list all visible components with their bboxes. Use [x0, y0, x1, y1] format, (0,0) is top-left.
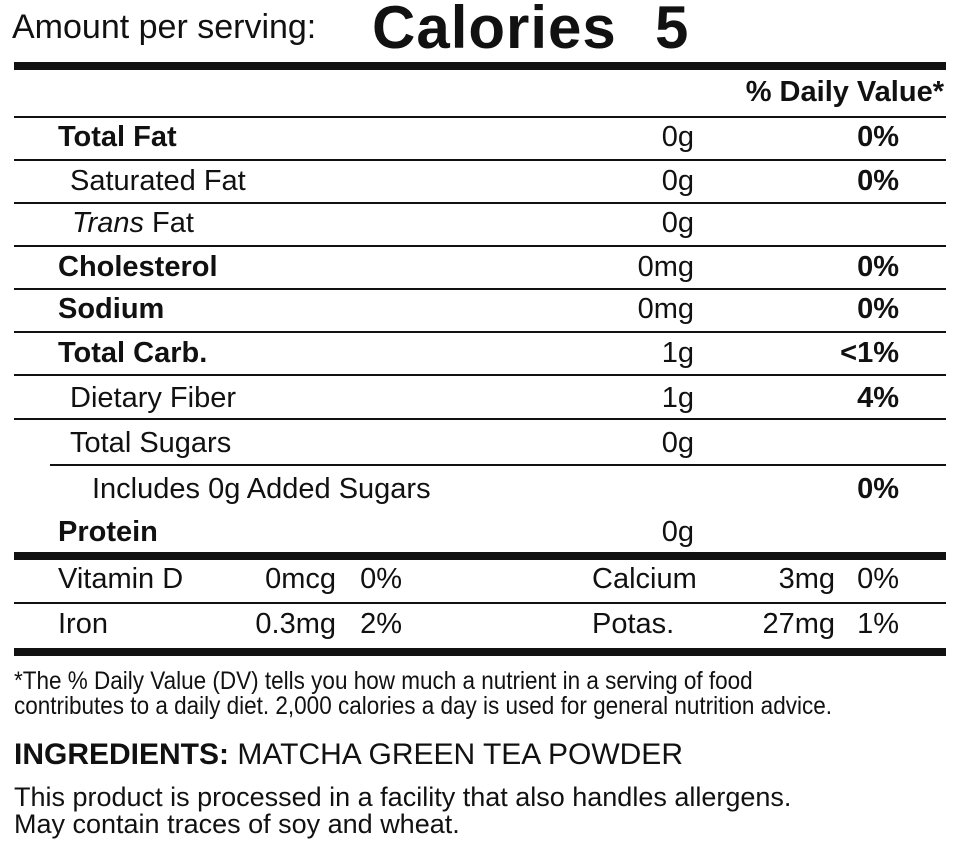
ingredients: INGREDIENTS: MATCHA GREEN TEA POWDER	[14, 740, 683, 770]
nutrient-amount: 0g	[661, 165, 694, 197]
nutrient-dv: 0%	[857, 293, 899, 325]
calories-value: 5	[655, 0, 689, 61]
nutrient-dv: 0%	[857, 165, 899, 197]
thick-rule	[14, 552, 946, 560]
nutrient-name: Total Fat	[58, 121, 177, 153]
mineral-dv: 0%	[857, 563, 899, 595]
footnote: contributes to a daily diet. 2,000 calor…	[14, 692, 832, 720]
nutrient-name: Trans Fat	[72, 209, 194, 238]
footnote: *The % Daily Value (DV) tells you how mu…	[14, 667, 753, 695]
nutrient-amount: 0g	[661, 427, 694, 459]
nutrient-dv: 0%	[857, 251, 899, 283]
nutrient-name: Total Carb.	[58, 337, 208, 369]
nutrient-amount: 0g	[661, 207, 694, 239]
rule	[14, 116, 946, 118]
nutrient-amount: 0g	[661, 516, 694, 548]
ingredients-text: MATCHA GREEN TEA POWDER	[237, 738, 683, 771]
thick-rule	[14, 62, 946, 70]
nutrient-name: Saturated Fat	[70, 165, 246, 197]
nutrient-name: Includes 0g Added Sugars	[92, 473, 431, 505]
ingredients-label: INGREDIENTS:	[14, 738, 230, 771]
rule	[14, 288, 946, 290]
calories-label: Calories	[372, 0, 617, 61]
nutrient-amount: 0g	[661, 121, 694, 153]
nutrient-amount: 0mg	[637, 293, 694, 325]
rule	[14, 245, 946, 247]
nutrient-name: Protein	[58, 516, 158, 548]
nutrient-name-rest: Fat	[152, 207, 194, 239]
nutrient-name: Dietary Fiber	[70, 382, 236, 414]
nutrient-dv: 4%	[857, 382, 899, 414]
mineral-amount: 0mcg	[265, 563, 336, 595]
amount-label: Amount per serving:	[12, 8, 317, 46]
rule	[50, 464, 946, 466]
allergen-note: May contain traces of soy and wheat.	[14, 809, 460, 839]
rule	[14, 418, 946, 420]
mineral-amount: 27mg	[762, 608, 835, 640]
mineral-name: Potas.	[592, 608, 675, 640]
nutrient-name-italic: Trans	[72, 207, 144, 239]
nutrient-dv: <1%	[840, 337, 899, 369]
nutrient-amount: 1g	[661, 382, 694, 414]
mineral-amount: 3mg	[778, 563, 835, 595]
mineral-dv: 2%	[360, 608, 402, 640]
nutrient-amount: 0mg	[637, 251, 694, 283]
nutrient-name: Sodium	[58, 293, 165, 325]
nutrient-amount: 1g	[661, 337, 694, 369]
mineral-dv: 1%	[857, 608, 899, 640]
rule	[14, 374, 946, 376]
nutrient-dv: 0%	[857, 473, 899, 505]
allergen-note: This product is processed in a facility …	[14, 782, 792, 812]
rule	[14, 602, 946, 604]
mineral-dv: 0%	[360, 563, 402, 595]
dv-header: % Daily Value*	[745, 76, 944, 108]
rule	[14, 202, 946, 204]
mineral-name: Iron	[58, 608, 108, 640]
nutrient-dv: 0%	[857, 121, 899, 153]
rule	[14, 331, 946, 333]
thick-rule	[14, 648, 946, 656]
rule	[14, 159, 946, 161]
nutrient-name: Cholesterol	[58, 251, 218, 283]
mineral-name: Vitamin D	[58, 563, 184, 595]
mineral-name: Calcium	[592, 563, 697, 595]
nutrient-name: Total Sugars	[70, 427, 232, 459]
mineral-amount: 0.3mg	[255, 608, 336, 640]
